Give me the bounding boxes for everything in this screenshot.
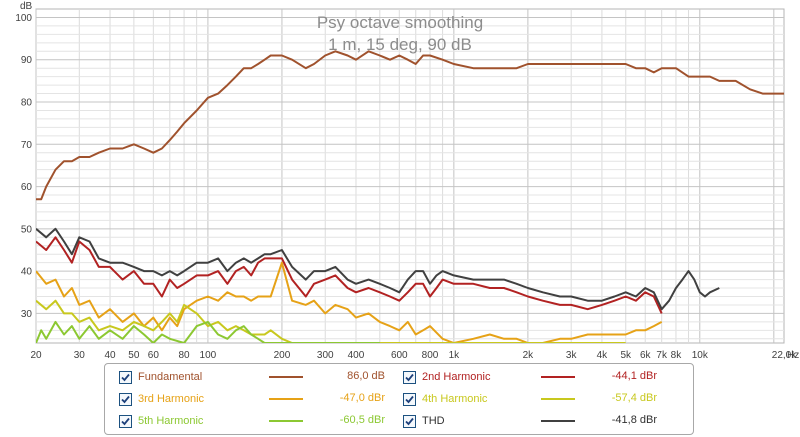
y-tick-label: 80 bbox=[21, 98, 33, 109]
legend-item-3rd-harmonic[interactable]: 3rd Harmonic bbox=[119, 389, 204, 409]
legend-swatch bbox=[269, 420, 303, 422]
legend-item-5th-harmonic[interactable]: 5th Harmonic bbox=[119, 411, 203, 431]
x-tick-label: 1k bbox=[449, 350, 461, 361]
x-tick-label: 800 bbox=[422, 350, 439, 361]
series-line-fundamental bbox=[36, 50, 784, 201]
y-tick-label: 70 bbox=[21, 140, 33, 151]
x-tick-label: 300 bbox=[317, 350, 334, 361]
legend-label: 3rd Harmonic bbox=[138, 393, 205, 405]
y-tick-label: 100 bbox=[15, 13, 32, 24]
y-tick-label: 30 bbox=[21, 309, 33, 320]
legend-level: -57,4 dBr bbox=[611, 392, 657, 404]
legend-level: -60,5 dBr bbox=[339, 414, 385, 426]
chart-subtitle: 1 m, 15 deg, 90 dB bbox=[328, 35, 472, 54]
checkbox-checked-icon[interactable] bbox=[119, 392, 132, 406]
x-tick-label: 8k bbox=[671, 350, 683, 361]
y-tick-label: 60 bbox=[21, 182, 33, 193]
legend-swatch bbox=[541, 376, 575, 378]
y-axis-ticks: 30 40 50 60 70 80 90 100 bbox=[15, 13, 32, 320]
x-tick-label: 30 bbox=[74, 350, 86, 361]
legend-level: 86,0 dB bbox=[347, 370, 385, 382]
x-tick-label: 400 bbox=[348, 350, 365, 361]
checkbox-checked-icon[interactable] bbox=[403, 370, 416, 384]
series-line-thd bbox=[36, 227, 720, 311]
legend-level: -44,1 dBr bbox=[611, 370, 657, 382]
x-tick-label: 600 bbox=[391, 350, 408, 361]
x-tick-label: 4k bbox=[597, 350, 609, 361]
x-tick-label: 100 bbox=[200, 350, 217, 361]
y-tick-label: 50 bbox=[21, 224, 33, 235]
legend-level: -47,0 dBr bbox=[339, 392, 385, 404]
chart-title: Psy octave smoothing bbox=[317, 13, 483, 32]
x-tick-label: 60 bbox=[148, 350, 160, 361]
plot-area-background bbox=[35, 8, 785, 344]
series-line-4th-harmonic bbox=[36, 299, 626, 343]
x-tick-label: 2k bbox=[523, 350, 535, 361]
x-tick-label: 200 bbox=[274, 350, 291, 361]
series-line-3rd-harmonic bbox=[36, 261, 663, 343]
legend-panel: Fundamental 86,0 dB 2nd Harmonic -44,1 dBr 3… bbox=[104, 363, 694, 435]
legend-label: 2nd Harmonic bbox=[422, 371, 491, 383]
checkbox-checked-icon[interactable] bbox=[403, 392, 416, 406]
x-tick-label: 3k bbox=[566, 350, 578, 361]
y-axis-label: dB bbox=[20, 1, 33, 12]
checkbox-checked-icon[interactable] bbox=[119, 414, 132, 428]
legend-label: 5th Harmonic bbox=[138, 415, 204, 427]
legend-item-thd[interactable]: THD bbox=[403, 411, 445, 431]
x-tick-label: 40 bbox=[104, 350, 116, 361]
legend-label: Fundamental bbox=[138, 371, 203, 383]
checkbox-checked-icon[interactable] bbox=[403, 414, 416, 428]
x-axis-ticks: 20 30 40 50 60 80 100 200 300 400 600 800 1k 2k 3k 4k 5k… bbox=[30, 350, 797, 361]
x-tick-label: 5k bbox=[620, 350, 632, 361]
legend-swatch bbox=[541, 420, 575, 422]
y-tick-label: 90 bbox=[21, 55, 33, 66]
x-tick-label: 10k bbox=[692, 350, 709, 361]
x-tick-label: 20 bbox=[30, 350, 42, 361]
legend-item-4th-harmonic[interactable]: 4th Harmonic bbox=[403, 389, 487, 409]
series-line-2nd-harmonic bbox=[36, 236, 663, 314]
legend-item-fundamental[interactable]: Fundamental bbox=[119, 367, 202, 387]
legend-label: 4th Harmonic bbox=[422, 393, 488, 405]
legend-swatch bbox=[541, 398, 575, 400]
x-tick-label: 80 bbox=[179, 350, 191, 361]
x-axis-unit: Hz bbox=[787, 350, 799, 361]
grid-lines bbox=[35, 9, 784, 343]
legend-label: THD bbox=[422, 415, 445, 427]
y-tick-label: 40 bbox=[21, 267, 33, 278]
checkbox-checked-icon[interactable] bbox=[119, 370, 132, 384]
legend-item-2nd-harmonic[interactable]: 2nd Harmonic bbox=[403, 367, 490, 387]
x-tick-label: 7k bbox=[656, 350, 668, 361]
series-line-5th-harmonic bbox=[36, 320, 380, 343]
legend-swatch bbox=[269, 376, 303, 378]
series-lines bbox=[36, 50, 784, 343]
x-tick-label: 6k bbox=[640, 350, 652, 361]
x-tick-label: 22,0k bbox=[772, 350, 797, 361]
x-tick-label: 50 bbox=[128, 350, 140, 361]
legend-level: -41,8 dBr bbox=[611, 414, 657, 426]
legend-swatch bbox=[269, 398, 303, 400]
